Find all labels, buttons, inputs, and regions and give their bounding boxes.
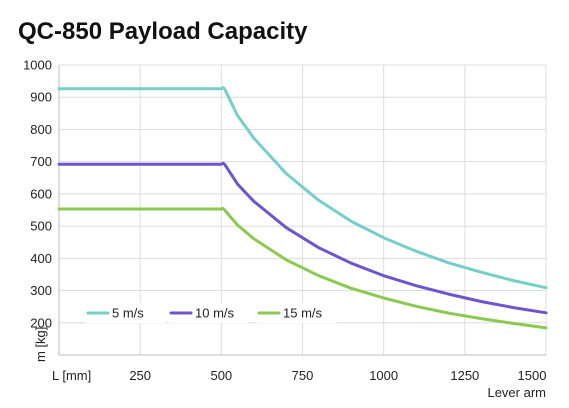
x-tick-label: 750	[292, 368, 314, 383]
y-tick-label: 1000	[23, 58, 52, 73]
y-tick-label: 600	[30, 186, 52, 201]
y-tick-label: 200	[30, 315, 52, 330]
x-tick-label: 250	[129, 368, 151, 383]
x-tick-label: 500	[210, 368, 232, 383]
chart-title: QC-850 Payload Capacity	[18, 18, 308, 45]
y-tick-label: 700	[30, 154, 52, 169]
legend-label: 15 m/s	[283, 306, 323, 321]
series-line-2	[57, 206, 548, 330]
series-line-1	[57, 161, 548, 315]
legend-item-2: 15 m/s	[257, 303, 337, 323]
legend-item-1: 10 m/s	[169, 303, 249, 323]
series-line-0	[57, 86, 548, 290]
x-tick-label: 1500	[518, 368, 547, 383]
y-tick-label: 300	[30, 283, 52, 298]
y-tick-label: 800	[30, 122, 52, 137]
x-axis-label: Lever arm	[487, 385, 546, 400]
x-tick-label: 1250	[450, 368, 479, 383]
legend-item-bg	[169, 303, 249, 323]
legend-item-0: 5 m/s	[86, 303, 166, 323]
legend-label: 10 m/s	[195, 306, 235, 321]
x-tick-label: 1000	[369, 368, 398, 383]
legend: 5 m/s 10 m/s 15 m/s	[86, 303, 337, 323]
legend-item-bg	[257, 303, 337, 323]
y-tick-label: 400	[30, 251, 52, 266]
x-unit-label: L [mm]	[52, 368, 91, 383]
y-tick-label: 900	[30, 90, 52, 105]
y-axis-label: m [kg]	[33, 327, 48, 362]
legend-label: 5 m/s	[112, 306, 144, 321]
legend-item-bg	[86, 303, 166, 323]
y-tick-label: 500	[30, 219, 52, 234]
tick-layer: 200 300 400 500 600 700 800 900 1000 250 500 750 100…	[23, 58, 546, 384]
series-layer	[57, 86, 548, 330]
